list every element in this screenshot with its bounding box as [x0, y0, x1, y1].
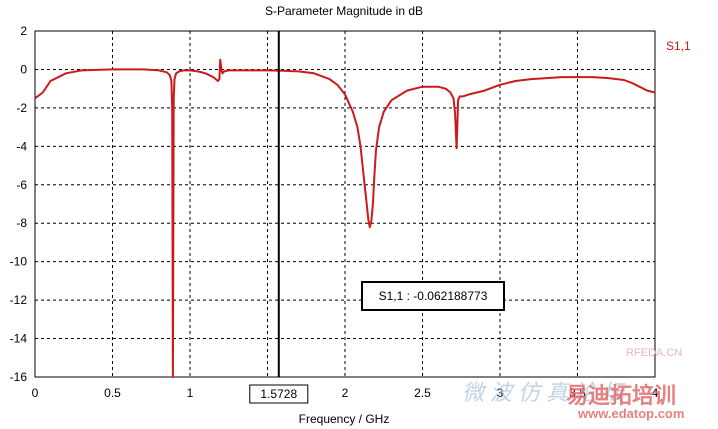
x-axis-ticks: 0 0.5 1 2 2.5 3 3.5 4 — [32, 386, 659, 400]
legend-series-label: S1,1 — [666, 39, 691, 53]
y-tick-label: -12 — [10, 293, 28, 307]
y-tick-label: -10 — [10, 255, 28, 269]
x-tick-label: 3.5 — [569, 386, 586, 400]
y-tick-label: -14 — [10, 332, 28, 346]
plot-frame — [34, 30, 656, 378]
cursor-value-box[interactable] — [249, 384, 309, 404]
x-axis-label: Frequency / GHz — [299, 412, 390, 426]
marker-readout-text: S1,1 : -0.062188773 — [379, 289, 488, 303]
x-tick-label: 0.5 — [104, 386, 121, 400]
x-tick-label: 1 — [187, 386, 194, 400]
chart-title: S-Parameter Magnitude in dB — [265, 4, 423, 18]
x-tick-label: 3 — [497, 386, 504, 400]
series-line-s11 — [34, 58, 656, 378]
x-tick-label: 2.5 — [414, 386, 431, 400]
y-tick-label: -16 — [10, 370, 28, 384]
x-tick-label: 0 — [32, 386, 39, 400]
marker-readout-box — [361, 281, 505, 311]
y-tick-label: -6 — [16, 178, 27, 192]
y-tick-label: -8 — [16, 216, 27, 230]
y-tick-label: -2 — [16, 101, 27, 115]
x-tick-label: 4 — [652, 386, 659, 400]
x-tick-label: 2 — [342, 386, 349, 400]
y-tick-label: 0 — [20, 62, 27, 76]
cursor-value-label: 1.5728 — [260, 387, 297, 401]
y-tick-label: 2 — [20, 24, 27, 38]
y-tick-label: -4 — [16, 139, 27, 153]
y-axis-ticks: 2 0 -2 -4 -6 -8 -10 -12 -14 -16 — [10, 24, 28, 384]
